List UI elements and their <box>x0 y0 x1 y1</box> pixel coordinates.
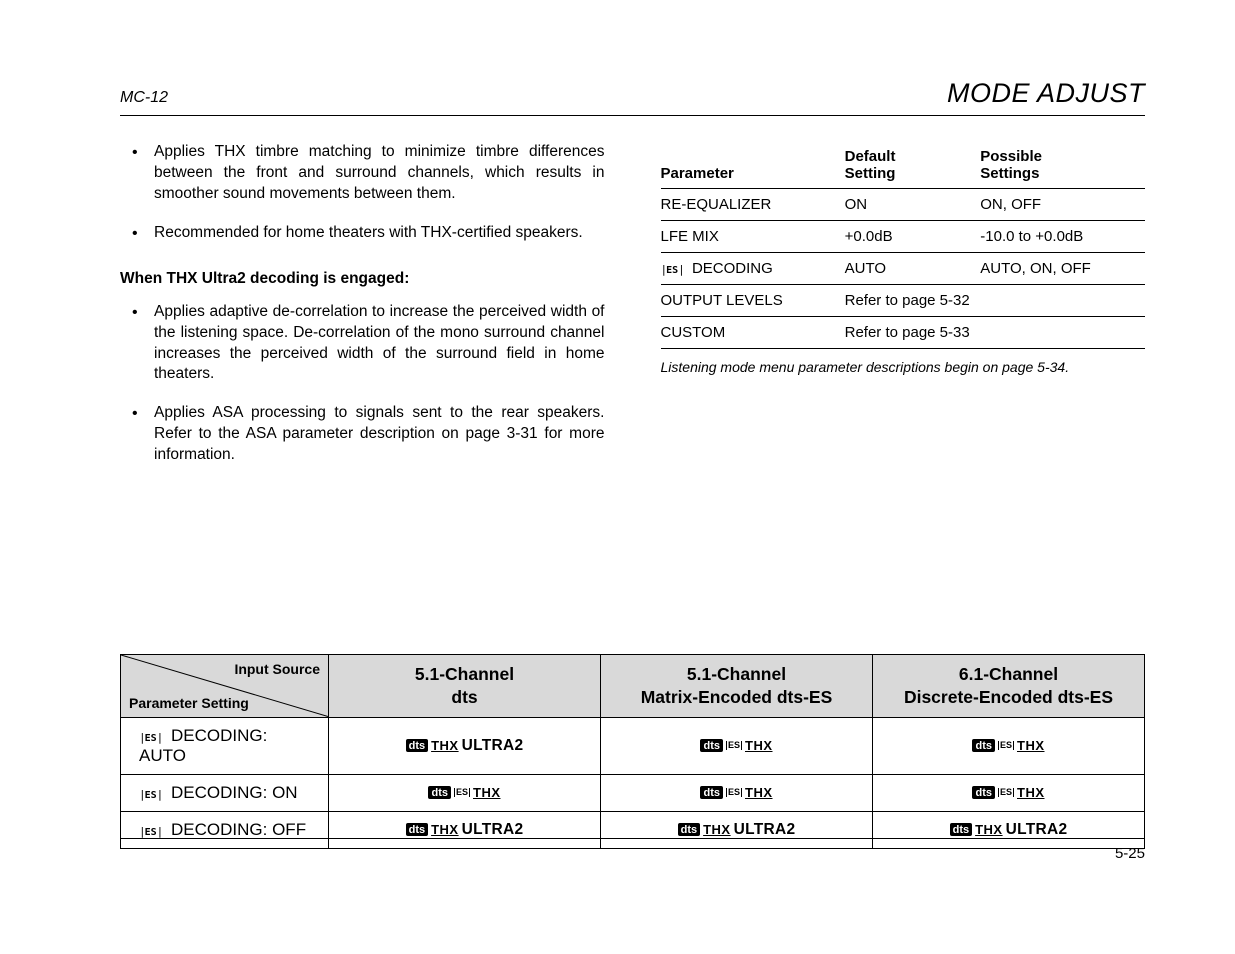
param-possible: AUTO, ON, OFF <box>980 253 1145 285</box>
thx-icon: THX <box>473 785 501 800</box>
page-footer: 5-25 <box>120 838 1145 862</box>
thx-icon: THX <box>745 738 773 753</box>
dts-icon: dts <box>428 786 451 799</box>
matrix-row-header: ES DECODING: AUTO <box>121 717 329 774</box>
table-row: OUTPUT LEVELS Refer to page 5-32 <box>661 285 1146 317</box>
dts-icon: dts <box>700 739 723 752</box>
es-icon: ES <box>998 788 1014 797</box>
matrix-cell: dts THX ULTRA2 <box>329 717 601 774</box>
matrix-row: ES DECODING: AUTOdts THX ULTRA2dtsES THX… <box>121 717 1145 774</box>
page-number: 5-25 <box>1115 845 1145 862</box>
dts-icon: dts <box>406 739 429 752</box>
dts-icon: dts <box>678 823 701 836</box>
ultra2-label: ULTRA2 <box>462 821 524 839</box>
bullet-list-top: Applies THX timbre matching to minimize … <box>120 142 605 244</box>
param-name: RE-EQUALIZER <box>661 189 845 221</box>
matrix-col-header: 5.1-Channeldts <box>329 655 601 718</box>
es-icon: ES <box>998 741 1014 750</box>
matrix-cell: dtsES THX <box>601 717 873 774</box>
es-icon: ES <box>454 788 470 797</box>
thx-icon: THX <box>745 785 773 800</box>
param-name: LFE MIX <box>661 221 845 253</box>
table-footnote: Listening mode menu parameter descriptio… <box>661 359 1146 375</box>
bullet-list-bottom: Applies adaptive de-correlation to incre… <box>120 302 605 466</box>
table-row: ES DECODING AUTO AUTO, ON, OFF <box>661 253 1146 285</box>
param-default: AUTO <box>845 253 981 285</box>
thx-icon: THX <box>1017 738 1045 753</box>
table-row: RE-EQUALIZER ON ON, OFF <box>661 189 1146 221</box>
ultra2-label: ULTRA2 <box>462 737 524 755</box>
matrix-cell: dtsES THX <box>873 717 1145 774</box>
parameters-table: Parameter Default Setting Possible Setti… <box>661 142 1146 349</box>
ultra2-label: ULTRA2 <box>734 821 796 839</box>
param-name: ES DECODING <box>661 253 845 285</box>
param-possible: -10.0 to +0.0dB <box>980 221 1145 253</box>
corner-top-label: Input Source <box>234 661 320 677</box>
table-header-row: Parameter Default Setting Possible Setti… <box>661 142 1146 189</box>
param-ref: Refer to page 5-33 <box>845 317 1145 349</box>
matrix-corner: Input Source Parameter Setting <box>121 655 329 718</box>
matrix-cell: dtsES THX <box>601 774 873 811</box>
bullet-item: Applies ASA processing to signals sent t… <box>120 403 605 466</box>
dts-icon: dts <box>972 739 995 752</box>
matrix-cell: dtsES THX <box>329 774 601 811</box>
col-header: Parameter <box>661 142 845 189</box>
es-icon: ES <box>139 788 162 801</box>
dts-icon: dts <box>700 786 723 799</box>
page-header: MC-12 MODE ADJUST <box>120 78 1145 116</box>
matrix-col-header: 6.1-ChannelDiscrete-Encoded dts-ES <box>873 655 1145 718</box>
right-column: Parameter Default Setting Possible Setti… <box>661 142 1146 484</box>
decoding-matrix: Input Source Parameter Setting 5.1-Chann… <box>120 654 1145 849</box>
matrix-row-header: ES DECODING: ON <box>121 774 329 811</box>
col-header: Default Setting <box>845 142 981 189</box>
param-ref: Refer to page 5-32 <box>845 285 1145 317</box>
param-name: CUSTOM <box>661 317 845 349</box>
dts-icon: dts <box>950 823 973 836</box>
dts-icon: dts <box>972 786 995 799</box>
param-default: +0.0dB <box>845 221 981 253</box>
matrix-cell: dtsES THX <box>873 774 1145 811</box>
thx-icon: THX <box>431 822 459 837</box>
thx-icon: THX <box>1017 785 1045 800</box>
param-default: ON <box>845 189 981 221</box>
header-model: MC-12 <box>120 89 168 107</box>
es-icon: ES <box>726 788 742 797</box>
ultra2-label: ULTRA2 <box>1006 821 1068 839</box>
col-header: Possible Settings <box>980 142 1145 189</box>
es-icon: ES <box>726 741 742 750</box>
table-row: CUSTOM Refer to page 5-33 <box>661 317 1146 349</box>
es-icon: ES <box>139 825 162 838</box>
thx-icon: THX <box>703 822 731 837</box>
page: MC-12 MODE ADJUST Applies THX timbre mat… <box>0 0 1235 954</box>
bullet-item: Applies adaptive de-correlation to incre… <box>120 302 605 386</box>
bullet-item: Applies THX timbre matching to minimize … <box>120 142 605 205</box>
content-columns: Applies THX timbre matching to minimize … <box>120 142 1145 484</box>
param-name: OUTPUT LEVELS <box>661 285 845 317</box>
subheading: When THX Ultra2 decoding is engaged: <box>120 270 605 288</box>
matrix-col-header: 5.1-ChannelMatrix-Encoded dts-ES <box>601 655 873 718</box>
left-column: Applies THX timbre matching to minimize … <box>120 142 605 484</box>
param-possible: ON, OFF <box>980 189 1145 221</box>
corner-bottom-label: Parameter Setting <box>129 695 249 711</box>
dts-icon: dts <box>406 823 429 836</box>
bullet-item: Recommended for home theaters with THX-c… <box>120 223 605 244</box>
thx-icon: THX <box>975 822 1003 837</box>
thx-icon: THX <box>431 738 459 753</box>
es-icon: ES <box>661 263 684 276</box>
es-icon: ES <box>139 731 162 744</box>
matrix-row: ES DECODING: ONdtsES THXdtsES THXdtsES T… <box>121 774 1145 811</box>
header-title: MODE ADJUST <box>947 78 1145 109</box>
matrix-table: Input Source Parameter Setting 5.1-Chann… <box>120 654 1145 849</box>
matrix-header-row: Input Source Parameter Setting 5.1-Chann… <box>121 655 1145 718</box>
table-row: LFE MIX +0.0dB -10.0 to +0.0dB <box>661 221 1146 253</box>
